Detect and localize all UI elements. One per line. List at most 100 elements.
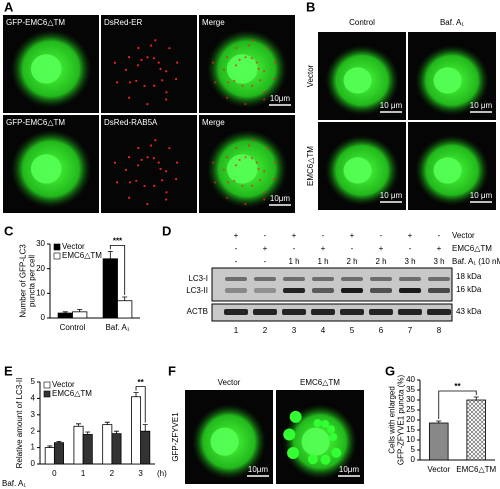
image-content bbox=[113, 139, 179, 206]
scale-label: 10 μm bbox=[380, 101, 403, 110]
puncta bbox=[165, 91, 168, 94]
image-content bbox=[415, 135, 489, 206]
band bbox=[340, 309, 364, 315]
column-header: Baf. A₁ bbox=[440, 18, 464, 27]
nucleus bbox=[433, 67, 462, 94]
band bbox=[341, 277, 363, 281]
blot bbox=[211, 267, 453, 302]
row-label: EMC6△TM bbox=[306, 146, 315, 186]
image-content bbox=[192, 404, 266, 480]
puncta bbox=[146, 56, 149, 59]
puncta bbox=[161, 179, 164, 182]
image-content bbox=[283, 404, 357, 480]
band bbox=[370, 288, 392, 293]
scale-label: 10 μm bbox=[470, 191, 493, 200]
micrograph bbox=[318, 32, 406, 120]
micrograph bbox=[185, 390, 273, 484]
puncta bbox=[263, 98, 266, 101]
y-tick-label: 1 bbox=[31, 443, 36, 452]
puncta bbox=[113, 161, 117, 164]
puncta bbox=[226, 181, 230, 184]
puncta bbox=[159, 67, 162, 70]
band bbox=[282, 309, 306, 315]
x-unit: (h) bbox=[157, 469, 167, 478]
puncta bbox=[266, 147, 269, 150]
condition-mark: 3 h bbox=[404, 257, 415, 266]
puncta bbox=[159, 167, 162, 170]
condition-mark: 1 h bbox=[317, 257, 328, 266]
condition-mark: + bbox=[437, 244, 442, 253]
error-bar bbox=[104, 421, 110, 425]
significance-bracket bbox=[135, 386, 146, 423]
puncta bbox=[251, 84, 254, 87]
band bbox=[370, 277, 392, 281]
y-tick-label: 20 bbox=[36, 264, 45, 273]
puncta bbox=[289, 410, 302, 423]
puncta bbox=[226, 196, 229, 199]
bar bbox=[102, 424, 113, 465]
puncta bbox=[124, 168, 128, 171]
scale-label: 10 μm bbox=[380, 191, 403, 200]
puncta bbox=[233, 79, 236, 82]
puncta bbox=[263, 170, 266, 173]
lane-number: 4 bbox=[321, 326, 326, 335]
condition-mark: 2 h bbox=[346, 257, 357, 266]
band bbox=[312, 277, 334, 281]
puncta bbox=[146, 156, 149, 159]
micrograph bbox=[276, 390, 364, 484]
image-title: DsRed-ER bbox=[104, 18, 142, 27]
nucleus bbox=[210, 427, 239, 456]
image-content bbox=[325, 135, 399, 206]
image-title: GFP-EMC6△TM bbox=[6, 118, 65, 127]
puncta bbox=[128, 181, 132, 184]
error-bar bbox=[77, 308, 83, 312]
puncta bbox=[136, 64, 140, 67]
condition-mark: + bbox=[379, 244, 384, 253]
puncta bbox=[272, 177, 276, 181]
puncta bbox=[213, 81, 217, 84]
puncta bbox=[135, 179, 138, 182]
y-axis-label: Cells with enlarged bbox=[388, 386, 397, 454]
micrograph bbox=[101, 115, 197, 213]
puncta bbox=[176, 161, 179, 164]
nucleus bbox=[226, 54, 258, 84]
puncta bbox=[143, 184, 146, 188]
puncta bbox=[244, 156, 247, 159]
lane-number: 5 bbox=[350, 326, 355, 335]
error-bar bbox=[473, 396, 479, 400]
y-tick-label: 10 bbox=[36, 288, 45, 297]
x-tick-label: 0 bbox=[52, 469, 57, 478]
band bbox=[427, 309, 451, 315]
bar bbox=[57, 312, 73, 319]
band-label: ACTB bbox=[187, 307, 208, 316]
puncta bbox=[250, 57, 253, 60]
puncta bbox=[127, 155, 131, 159]
puncta bbox=[287, 447, 300, 460]
condition-mark: - bbox=[322, 231, 325, 240]
y-tick-label: 30 bbox=[36, 239, 45, 248]
lane-number: 6 bbox=[379, 326, 384, 335]
puncta bbox=[238, 158, 241, 161]
puncta bbox=[115, 181, 119, 184]
panel-label: A bbox=[4, 0, 14, 14]
puncta bbox=[146, 203, 149, 206]
puncta bbox=[320, 454, 331, 465]
scale-label: 10 μm bbox=[470, 101, 493, 110]
puncta bbox=[165, 191, 168, 194]
x-tick-label: EMC6△TM bbox=[456, 465, 496, 474]
significance: *** bbox=[113, 237, 123, 246]
puncta bbox=[176, 61, 179, 64]
y-tick-label: 5 bbox=[411, 445, 416, 454]
condition-mark: - bbox=[264, 257, 267, 266]
puncta bbox=[313, 419, 322, 428]
bar bbox=[117, 300, 133, 319]
puncta bbox=[135, 79, 138, 82]
puncta bbox=[272, 77, 276, 81]
puncta bbox=[247, 144, 251, 147]
puncta bbox=[263, 91, 266, 94]
condition-mark: - bbox=[293, 244, 296, 253]
puncta bbox=[137, 46, 140, 50]
puncta bbox=[234, 64, 238, 67]
error-bar bbox=[85, 431, 91, 435]
scale-label: 10μm bbox=[339, 465, 360, 474]
